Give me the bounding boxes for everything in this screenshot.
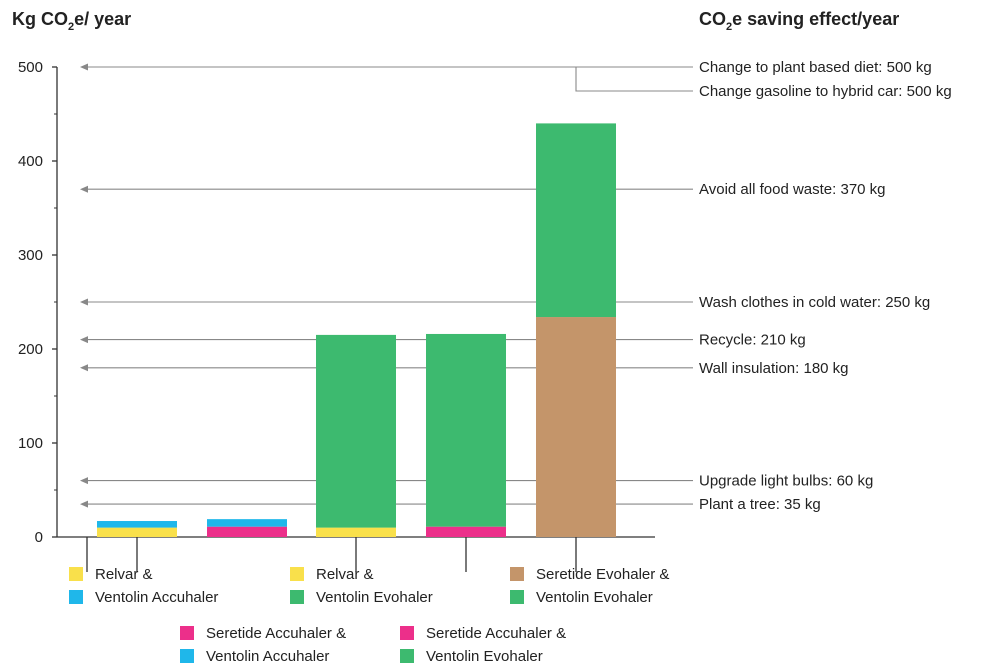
legend-label: Ventolin Evohaler [536, 589, 653, 606]
bars [97, 123, 616, 537]
reference-label: Change gasoline to hybrid car: 500 kg [699, 83, 952, 100]
legend-swatch [69, 567, 83, 581]
legend-label: Seretide Accuhaler & [426, 625, 566, 642]
reference-label: Recycle: 210 kg [699, 332, 806, 349]
legend: Relvar & Ventolin Accuhaler Relvar & Ventol… [69, 566, 669, 664]
legend-label: Seretide Evohaler & [536, 566, 669, 583]
y-tick-label: 400 [18, 153, 43, 170]
legend-swatch [400, 649, 414, 663]
legend-label: Ventolin Accuhaler [206, 648, 329, 664]
y-tick-label: 500 [18, 59, 43, 76]
legend-label: Seretide Accuhaler & [206, 625, 346, 642]
legend-swatch [400, 626, 414, 640]
y-tick-label: 300 [18, 247, 43, 264]
bar-segment [426, 526, 506, 537]
bar-segment [97, 527, 177, 537]
y-tick-label: 0 [35, 529, 43, 546]
legend-label: Relvar & [95, 566, 153, 583]
y-axis-title: Kg CO2e/ year [12, 9, 131, 33]
bar-segment [207, 519, 287, 527]
legend-swatch [180, 626, 194, 640]
reference-lines: Change to plant based diet: 500 kg Change… [80, 59, 952, 513]
reference-label: Wash clothes in cold water: 250 kg [699, 294, 930, 311]
reference-arrowhead [80, 500, 88, 508]
legend-swatch [510, 567, 524, 581]
reference-connector [575, 67, 693, 92]
y-tick-label: 100 [18, 435, 43, 452]
y-tick-label: 200 [18, 341, 43, 358]
legend-label: Ventolin Accuhaler [95, 589, 218, 606]
legend-swatch [69, 590, 83, 604]
reference-label: Change to plant based diet: 500 kg [699, 59, 932, 76]
reference-label: Avoid all food waste: 370 kg [699, 181, 886, 198]
reference-arrowhead [80, 336, 88, 344]
legend-swatch [510, 590, 524, 604]
legend-swatch [180, 649, 194, 663]
reference-label: Plant a tree: 35 kg [699, 496, 821, 513]
bar-segment [536, 123, 616, 318]
reference-arrowhead [80, 298, 88, 306]
legend-label: Relvar & [316, 566, 374, 583]
bar-segment [97, 521, 177, 528]
legend-swatch [290, 567, 304, 581]
legend-swatch [290, 590, 304, 604]
legend-label: Ventolin Evohaler [426, 648, 543, 664]
reference-arrowhead [80, 477, 88, 485]
reference-arrowhead [80, 364, 88, 372]
reference-label: Wall insulation: 180 kg [699, 360, 849, 377]
reference-label: Upgrade light bulbs: 60 kg [699, 473, 873, 490]
legend-label: Ventolin Evohaler [316, 589, 433, 606]
annotations-title: CO2e saving effect/year [699, 9, 899, 33]
reference-arrowhead [80, 185, 88, 193]
bar-segment [316, 334, 396, 528]
bar-segment [426, 333, 506, 527]
bar-segment [207, 526, 287, 537]
reference-arrowhead [80, 63, 88, 71]
bar-segment [536, 317, 616, 537]
bar-segment [316, 527, 396, 537]
